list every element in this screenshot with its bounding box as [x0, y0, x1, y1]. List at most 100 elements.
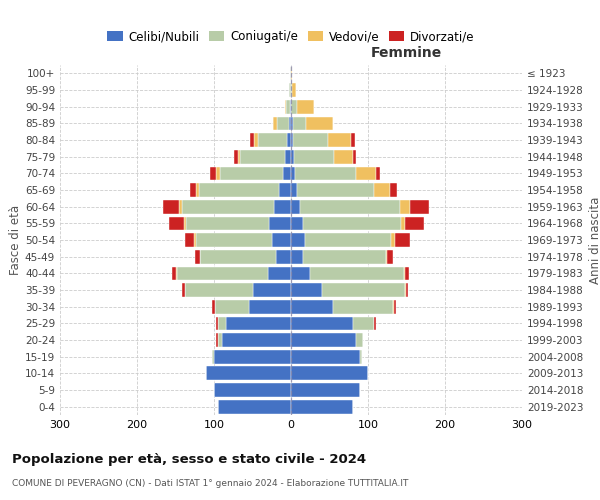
Bar [277, 116, 289, 130]
Bar [179, 200, 182, 213]
Bar [291, 316, 353, 330]
Bar [177, 266, 268, 280]
Text: Popolazione per età, sesso e stato civile - 2024: Popolazione per età, sesso e stato civil… [12, 452, 366, 466]
Bar [386, 250, 387, 264]
Bar [291, 100, 297, 114]
Bar [275, 250, 291, 264]
Bar [218, 400, 291, 413]
Bar [307, 116, 334, 130]
Bar [286, 100, 290, 114]
Bar [300, 200, 400, 213]
Bar [217, 316, 218, 330]
Bar [222, 333, 291, 347]
Bar [273, 116, 277, 130]
Bar [353, 316, 374, 330]
Bar [285, 100, 286, 114]
Bar [212, 300, 215, 314]
Bar [291, 183, 297, 197]
Bar [169, 216, 184, 230]
Bar [291, 350, 360, 364]
Bar [214, 350, 291, 364]
Bar [291, 250, 302, 264]
Bar [200, 250, 275, 264]
Bar [182, 200, 274, 213]
Bar [291, 233, 305, 247]
Bar [215, 300, 248, 314]
Bar [293, 116, 307, 130]
Bar [293, 133, 328, 147]
Bar [291, 150, 294, 164]
Bar [240, 150, 285, 164]
Bar [290, 66, 291, 80]
Bar [291, 383, 360, 397]
Bar [176, 266, 177, 280]
Text: Femmine: Femmine [371, 46, 442, 60]
Text: COMUNE DI PEVERAGNO (CN) - Dati ISTAT 1° gennaio 2024 - Elaborazione TUTTITALIA.: COMUNE DI PEVERAGNO (CN) - Dati ISTAT 1°… [12, 479, 409, 488]
Bar [410, 200, 429, 213]
Bar [291, 333, 356, 347]
Bar [302, 216, 401, 230]
Bar [196, 233, 272, 247]
Bar [305, 233, 391, 247]
Bar [302, 250, 386, 264]
Bar [292, 83, 296, 97]
Bar [356, 166, 376, 180]
Bar [289, 116, 291, 130]
Bar [400, 200, 410, 213]
Y-axis label: Fasce di età: Fasce di età [9, 205, 22, 275]
Bar [334, 150, 353, 164]
Bar [285, 150, 291, 164]
Bar [374, 316, 376, 330]
Bar [291, 116, 293, 130]
Bar [220, 166, 283, 180]
Bar [248, 300, 291, 314]
Bar [238, 150, 240, 164]
Bar [389, 183, 397, 197]
Bar [405, 266, 409, 280]
Bar [291, 266, 310, 280]
Bar [353, 150, 356, 164]
Bar [218, 316, 226, 330]
Bar [234, 150, 238, 164]
Bar [356, 333, 362, 347]
Bar [374, 183, 389, 197]
Bar [196, 183, 199, 197]
Bar [289, 83, 291, 97]
Bar [291, 400, 353, 413]
Bar [405, 216, 424, 230]
Bar [287, 133, 291, 147]
Bar [269, 216, 291, 230]
Bar [290, 100, 291, 114]
Bar [360, 350, 362, 364]
Bar [291, 283, 322, 297]
Bar [274, 200, 291, 213]
Bar [206, 366, 291, 380]
Bar [254, 133, 258, 147]
Bar [334, 300, 394, 314]
Bar [376, 166, 380, 180]
Bar [351, 133, 355, 147]
Bar [291, 216, 302, 230]
Bar [210, 166, 217, 180]
Bar [283, 166, 291, 180]
Bar [199, 183, 280, 197]
Bar [185, 283, 253, 297]
Bar [272, 233, 291, 247]
Bar [291, 300, 334, 314]
Bar [404, 266, 405, 280]
Bar [226, 316, 291, 330]
Bar [218, 333, 222, 347]
Bar [294, 150, 334, 164]
Bar [212, 350, 214, 364]
Bar [185, 233, 194, 247]
Bar [405, 283, 406, 297]
Bar [291, 366, 368, 380]
Bar [291, 133, 293, 147]
Bar [391, 233, 395, 247]
Bar [310, 266, 404, 280]
Bar [291, 166, 295, 180]
Bar [190, 183, 196, 197]
Bar [280, 183, 291, 197]
Bar [217, 333, 218, 347]
Bar [394, 300, 397, 314]
